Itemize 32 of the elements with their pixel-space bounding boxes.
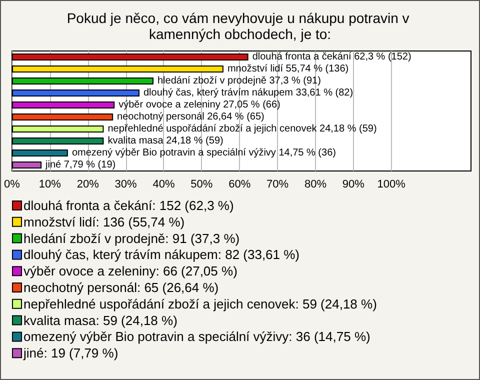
x-tick-label: 40% bbox=[152, 178, 175, 190]
x-tick-label: 50% bbox=[190, 178, 213, 190]
data-label: hledání zboží v prodejně 37,3 % (91) bbox=[157, 76, 321, 86]
x-tick-label: 20% bbox=[76, 178, 100, 190]
legend-label: dlouhá fronta a čekání: 152 (62,3 %) bbox=[24, 198, 234, 213]
legend-label: výběr ovoce a zeleniny: 66 (27,05 %) bbox=[24, 264, 238, 279]
chart-title: Pokud je něco, co vám nevyhovuje u nákupu potravin v kamenných obchodech, je to: bbox=[66, 10, 414, 42]
data-label: jiné 7,79 % (19) bbox=[44, 160, 116, 170]
legend-label: neochotný personál: 65 (26,64 %) bbox=[24, 280, 219, 295]
data-label: dlouhý čas, který trávím nákupem 33,61 % (82) bbox=[143, 88, 354, 98]
data-label: dlouhá fronta a čekání 62,3 % (152) bbox=[252, 52, 412, 62]
data-label: omezený výběr Bio potravin a speciální výživy 14,75 % (36) bbox=[72, 148, 336, 158]
legend-label: množství lidí: 136 (55,74 %) bbox=[24, 214, 185, 230]
x-tick-label: 90% bbox=[342, 178, 365, 190]
data-label: množství lidí 55,74 % (136) bbox=[227, 64, 349, 74]
x-tick-label: 60% bbox=[228, 178, 251, 190]
legend-label: kvalita masa: 59 (24,18 %) bbox=[24, 312, 178, 328]
legend-label: jiné: 19 (7,79 %) bbox=[22, 346, 118, 361]
data-label: neochotný personál 26,64 % (65) bbox=[117, 112, 264, 122]
x-tick-label: 100% bbox=[377, 178, 406, 190]
x-tick-label: 70% bbox=[266, 178, 289, 190]
data-label: výběr ovoce a zeleniny 27,05 % (66) bbox=[118, 100, 280, 110]
data-label: kvalita masa 24,18 % (59) bbox=[108, 136, 224, 146]
x-tick-label: 80% bbox=[304, 178, 327, 190]
legend-label: omezený výběr Bio potravin a speciální výživy: 36 (14,75 %) bbox=[24, 329, 370, 344]
data-label: nepřehledné uspořádání zboží a jejich cenovek 24,18 % (59) bbox=[108, 124, 377, 134]
legend-label: hledání zboží v prodejně: 91 (37,3 %) bbox=[24, 230, 240, 246]
legend-label: nepřehledné uspořádání zboží a jejich cenovek: 59 (24,18 %) bbox=[24, 296, 377, 312]
x-tick-label: 30% bbox=[114, 178, 138, 190]
x-tick-label: 10% bbox=[38, 178, 62, 190]
legend-label: dlouhý čas, který trávím nákupem: 82 (33,61 %) bbox=[24, 247, 300, 262]
x-tick-label: 0% bbox=[4, 178, 20, 190]
